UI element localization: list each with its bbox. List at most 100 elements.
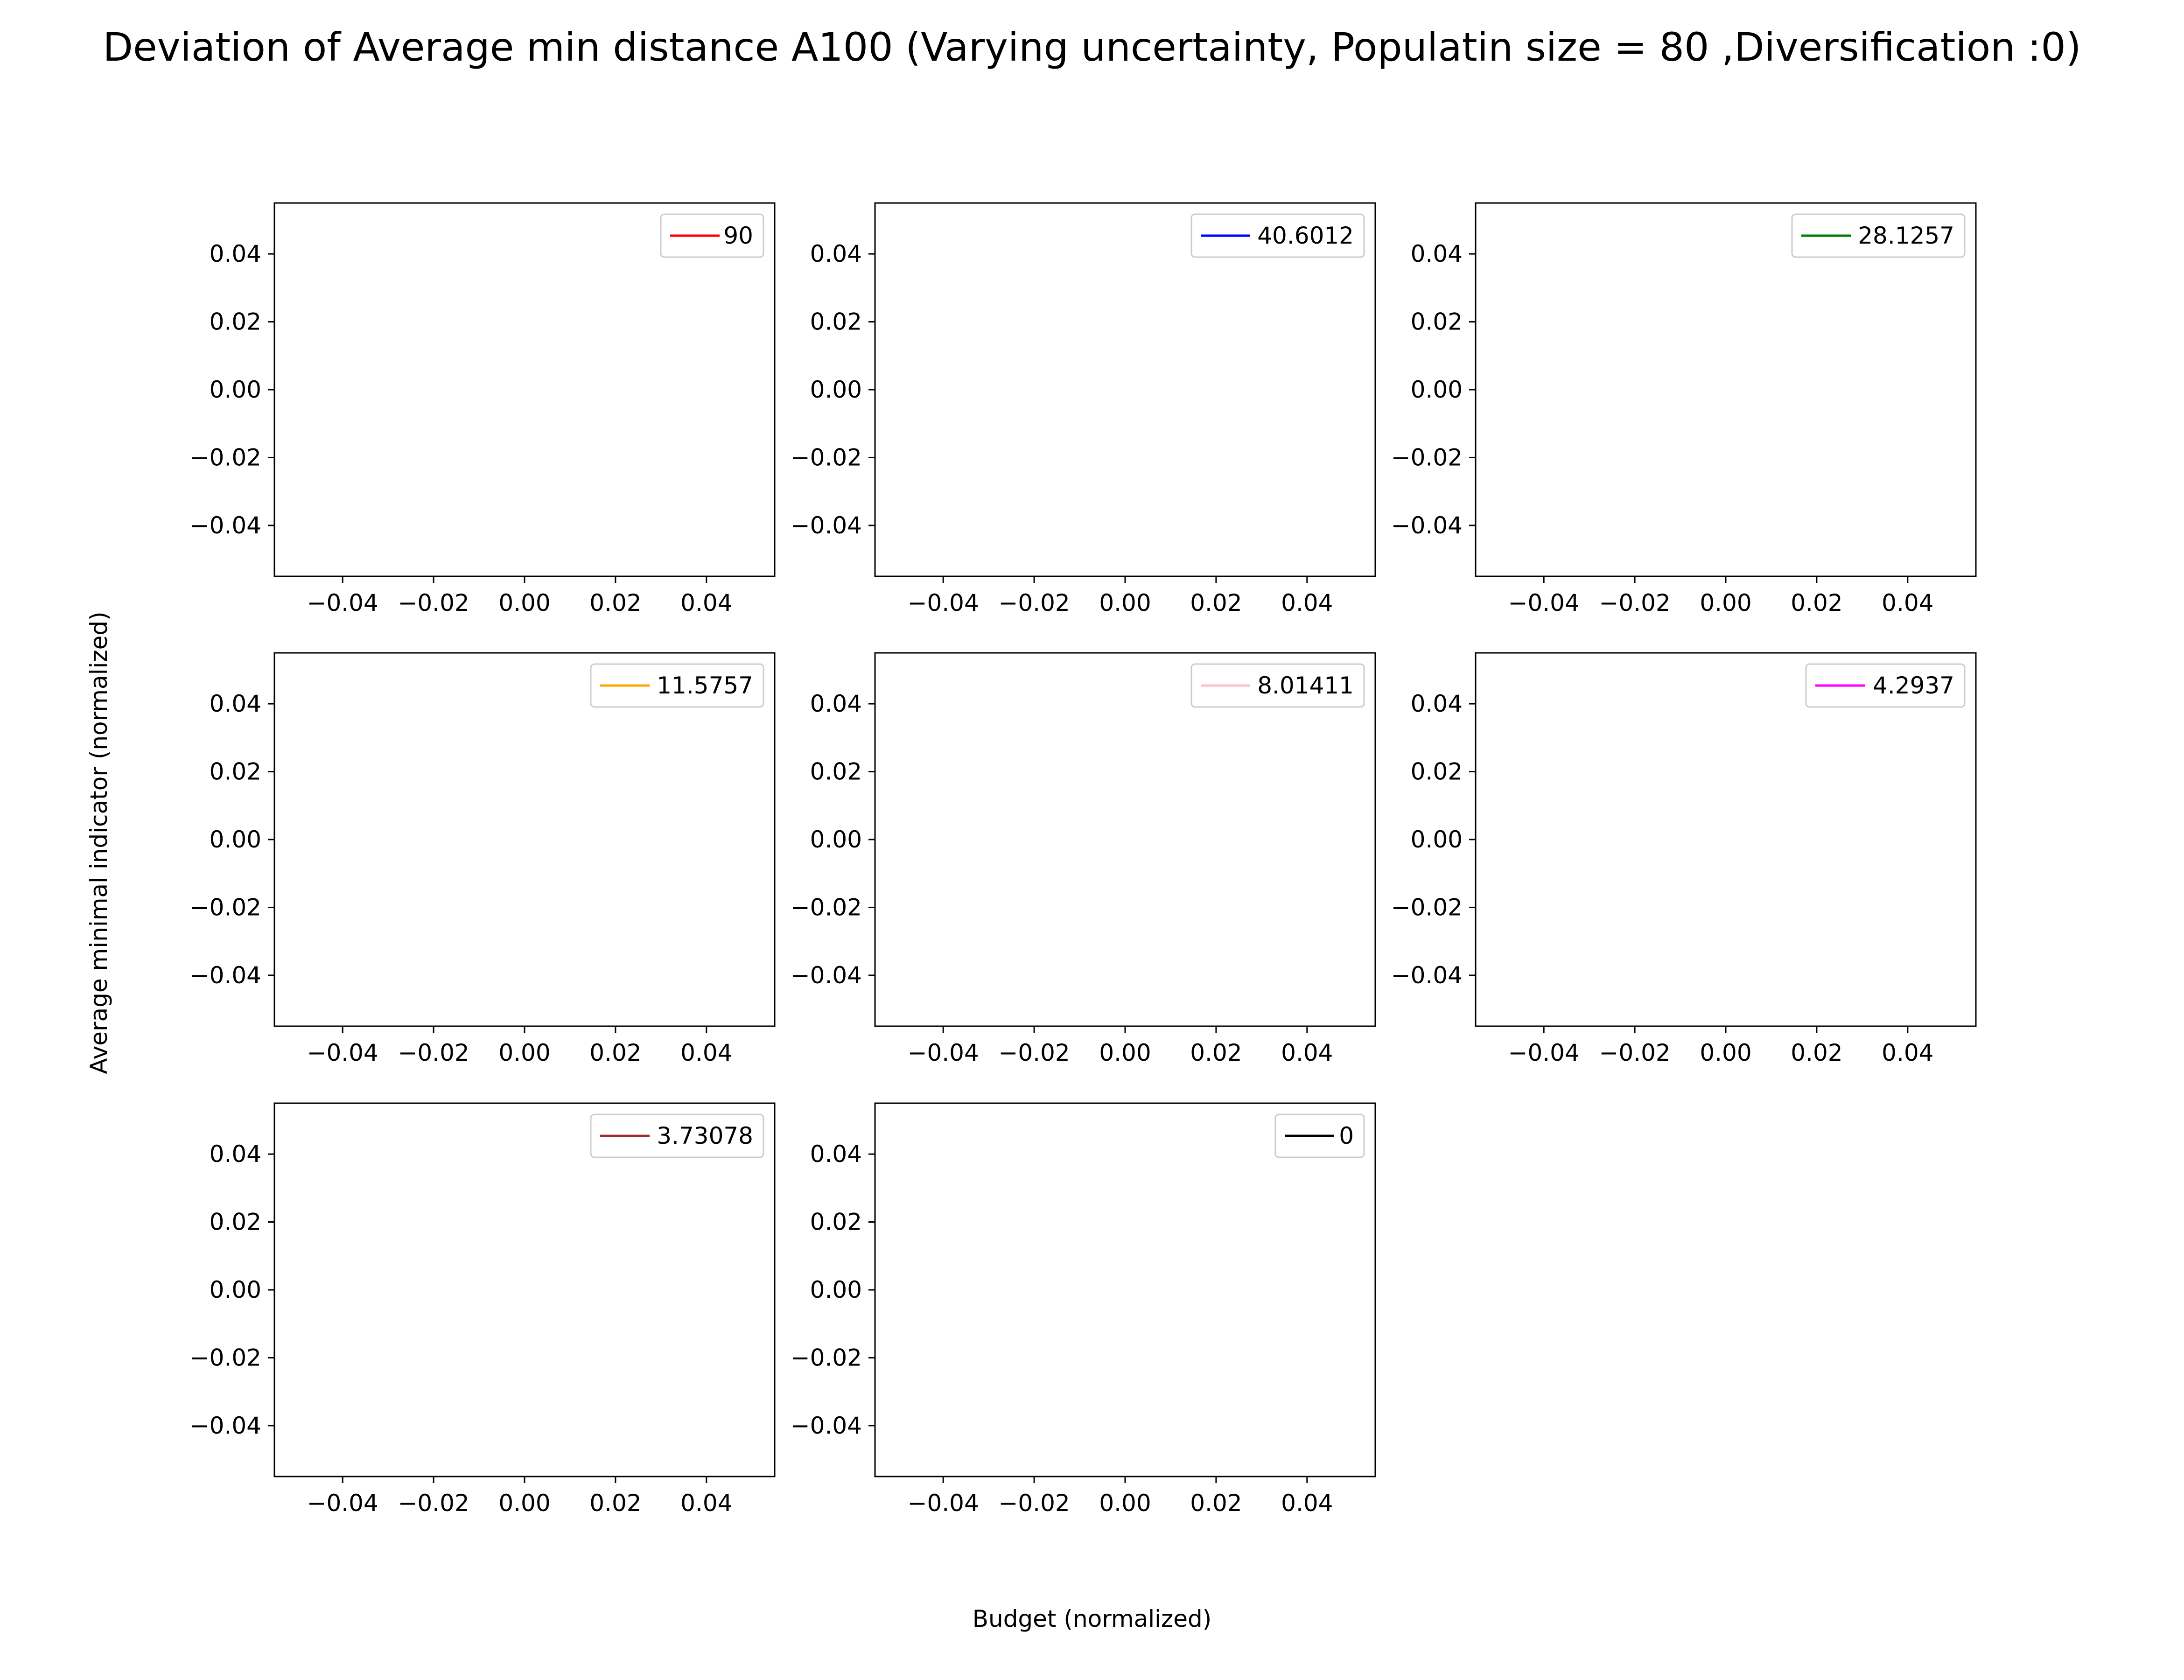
y-tick-label: 0.04 bbox=[810, 1141, 862, 1168]
y-tick-label: 0.04 bbox=[210, 690, 261, 717]
x-tick-label: 0.04 bbox=[680, 589, 732, 616]
y-tick-label: 0.04 bbox=[210, 1141, 261, 1168]
x-tick-label: 0.00 bbox=[1700, 1039, 1751, 1066]
y-tick-label: 0.02 bbox=[1411, 758, 1463, 785]
legend-label: 90 bbox=[723, 222, 753, 249]
x-tick-label: 0.04 bbox=[1281, 1490, 1333, 1517]
y-tick-label: −0.04 bbox=[1391, 962, 1463, 989]
x-tick-label: −0.02 bbox=[398, 589, 469, 616]
y-tick-label: −0.02 bbox=[190, 894, 261, 921]
subplot-2: −0.04 −0.02 0.00 0.02 0.04 −0.04 −0.02 0.00 0.02… bbox=[791, 202, 1376, 616]
x-tick-label: 0.02 bbox=[1190, 1490, 1242, 1517]
legend-label: 4.2937 bbox=[1873, 672, 1954, 699]
x-tick-label: −0.02 bbox=[998, 1490, 1070, 1517]
y-tick-label: −0.04 bbox=[791, 962, 862, 989]
subplot-8: −0.04 −0.02 0.00 0.02 0.04 −0.04 −0.02 0.00 0.02… bbox=[791, 1102, 1376, 1517]
y-tick-label: −0.02 bbox=[791, 444, 862, 471]
x-tick-label: −0.04 bbox=[908, 1039, 979, 1066]
x-tick-label: 0.02 bbox=[589, 1490, 641, 1517]
x-tick-label: 0.00 bbox=[498, 589, 550, 616]
x-tick-label: 0.04 bbox=[1882, 1039, 1933, 1066]
axes-frame bbox=[874, 202, 1376, 577]
x-tick-label: −0.04 bbox=[908, 1490, 979, 1517]
y-tick-label: −0.04 bbox=[791, 1412, 862, 1439]
axes-frame bbox=[874, 652, 1376, 1027]
x-tick-label: −0.04 bbox=[307, 1490, 378, 1517]
x-tick-label: −0.04 bbox=[908, 589, 979, 616]
legend-label: 40.6012 bbox=[1257, 222, 1354, 249]
subplot-6: −0.04 −0.02 0.00 0.02 0.04 −0.04 −0.02 0.00 0.02… bbox=[1391, 652, 1977, 1066]
y-tick-label: −0.02 bbox=[1391, 444, 1463, 471]
y-tick-label: 0.02 bbox=[810, 308, 862, 336]
x-tick-label: −0.02 bbox=[398, 1490, 469, 1517]
axes-frame bbox=[273, 652, 776, 1027]
y-tick-label: 0.02 bbox=[210, 1209, 261, 1236]
x-tick-label: 0.00 bbox=[498, 1490, 550, 1517]
legend: 11.5757 bbox=[590, 663, 764, 708]
y-tick-label: 0.02 bbox=[210, 308, 261, 336]
y-tick-label: 0.04 bbox=[810, 690, 862, 717]
x-tick-label: 0.00 bbox=[1099, 1039, 1151, 1066]
y-tick-label: 0.00 bbox=[810, 826, 862, 853]
y-tick-label: 0.04 bbox=[1411, 690, 1463, 717]
legend: 8.01411 bbox=[1190, 663, 1365, 708]
x-tick-label: −0.02 bbox=[398, 1039, 469, 1066]
legend: 3.73078 bbox=[590, 1113, 764, 1158]
x-tick-label: 0.02 bbox=[589, 1039, 641, 1066]
y-tick-label: −0.04 bbox=[1391, 512, 1463, 539]
x-tick-label: 0.00 bbox=[498, 1039, 550, 1066]
axes-frame bbox=[273, 202, 776, 577]
legend: 4.2937 bbox=[1805, 663, 1966, 708]
x-tick-label: −0.02 bbox=[998, 589, 1070, 616]
x-tick-label: 0.02 bbox=[589, 589, 641, 616]
y-tick-label: 0.02 bbox=[810, 1209, 862, 1236]
y-tick-label: 0.02 bbox=[1411, 308, 1463, 336]
x-tick-label: −0.02 bbox=[1599, 589, 1670, 616]
legend-box bbox=[1805, 663, 1966, 708]
figure-title: Deviation of Average min distance A100 (… bbox=[103, 24, 2081, 70]
y-tick-label: 0.04 bbox=[210, 240, 261, 267]
subplot-1: −0.04 −0.02 0.00 0.02 0.04 −0.04 −0.02 0.00 0.02… bbox=[190, 202, 776, 616]
y-tick-label: −0.02 bbox=[1391, 894, 1463, 921]
y-tick-label: 0.00 bbox=[210, 826, 261, 853]
x-tick-label: 0.04 bbox=[680, 1039, 732, 1066]
axes-frame bbox=[1475, 652, 1977, 1027]
y-tick-label: −0.04 bbox=[190, 1412, 261, 1439]
y-tick-label: −0.02 bbox=[190, 1344, 261, 1371]
legend-box bbox=[1190, 663, 1365, 708]
x-tick-label: 0.04 bbox=[1281, 1039, 1333, 1066]
x-tick-label: −0.04 bbox=[1508, 589, 1580, 616]
y-tick-label: 0.02 bbox=[210, 758, 261, 785]
legend-label: 11.5757 bbox=[657, 672, 753, 699]
subplot-3: −0.04 −0.02 0.00 0.02 0.04 −0.04 −0.02 0.00 0.02… bbox=[1391, 202, 1977, 616]
x-tick-label: −0.04 bbox=[307, 1039, 378, 1066]
x-tick-label: 0.02 bbox=[1190, 1039, 1242, 1066]
legend-box bbox=[590, 1113, 764, 1158]
y-tick-label: 0.00 bbox=[210, 376, 261, 403]
legend: 28.1257 bbox=[1791, 213, 1966, 258]
y-axis-label: Average minimal indicator (normalized) bbox=[85, 611, 112, 1074]
legend-box bbox=[590, 663, 764, 708]
x-tick-label: 0.02 bbox=[1190, 589, 1242, 616]
x-tick-label: 0.02 bbox=[1791, 589, 1842, 616]
x-tick-label: 0.04 bbox=[1281, 589, 1333, 616]
y-tick-label: 0.00 bbox=[1411, 376, 1463, 403]
axes-frame bbox=[1475, 202, 1977, 577]
x-tick-label: 0.04 bbox=[1882, 589, 1933, 616]
y-tick-label: −0.04 bbox=[190, 962, 261, 989]
axes-frame bbox=[874, 1102, 1376, 1477]
axes-frame bbox=[273, 1102, 776, 1477]
x-tick-label: −0.04 bbox=[1508, 1039, 1580, 1066]
x-tick-label: −0.02 bbox=[1599, 1039, 1670, 1066]
x-tick-label: −0.02 bbox=[998, 1039, 1070, 1066]
x-tick-label: 0.04 bbox=[680, 1490, 732, 1517]
subplot-4: −0.04 −0.02 0.00 0.02 0.04 −0.04 −0.02 0.00 0.02… bbox=[190, 652, 776, 1066]
legend-label: 8.01411 bbox=[1257, 672, 1354, 699]
y-tick-label: −0.04 bbox=[190, 512, 261, 539]
y-tick-label: −0.02 bbox=[190, 444, 261, 471]
legend: 40.6012 bbox=[1190, 213, 1365, 258]
y-tick-label: 0.02 bbox=[810, 758, 862, 785]
y-tick-label: −0.04 bbox=[791, 512, 862, 539]
legend-label: 3.73078 bbox=[657, 1122, 753, 1149]
